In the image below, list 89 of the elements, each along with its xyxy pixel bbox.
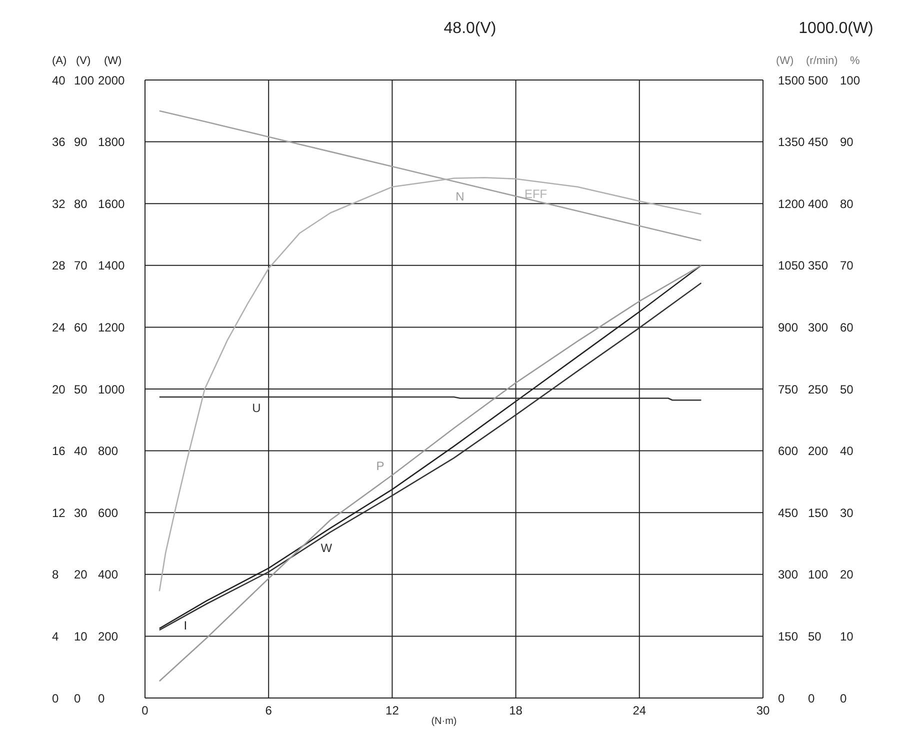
x-tick-label: 18 [509,704,523,718]
y-tick-label: 750 [778,382,798,396]
y-tick-label: 1200 [98,320,126,334]
x-tick-label: 24 [632,704,646,718]
y3-tick-label: 40 [52,73,66,88]
y3-tick-label: 32 [52,196,66,211]
y3-tick-label: 50 [840,382,854,396]
series-label: P [376,459,384,474]
y-tick-label: 600 [778,444,798,458]
y2-tick-label: 0 [74,691,81,706]
y2-tick-label: 250 [808,382,828,396]
y3-tick-label: 24 [52,320,66,334]
y2-tick-label: 0 [808,691,815,706]
y3-tick-label: 100 [840,73,860,88]
y-axis-title: (W) [104,55,122,67]
y2-tick-label: 70 [74,258,88,273]
y3-tick-label: 80 [840,196,854,211]
y-tick-label: 900 [778,320,798,334]
y3-axis-title: (A) [52,55,67,67]
y2-tick-label: 150 [808,506,828,520]
text: 48.0(V) [444,20,496,38]
y3-tick-label: 28 [52,258,66,273]
y3-tick-label: 20 [840,568,854,582]
y-tick-label: 1600 [98,196,126,211]
series-label: U [252,401,261,416]
y3-tick-label: 8 [52,568,59,582]
y3-tick-label: 60 [840,320,854,334]
y-tick-label: 1000 [98,382,126,396]
y2-tick-label: 500 [808,73,828,88]
x-tick-label: 30 [756,704,770,718]
y2-tick-label: 50 [74,382,88,396]
y2-tick-label: 300 [808,320,828,334]
series-label: W [320,541,333,556]
y2-tick-label: 20 [74,568,88,582]
line-series [158,110,702,242]
y2-tick-label: 30 [74,506,88,520]
y2-tick-label: 90 [74,135,88,150]
y3-tick-label: 40 [840,444,854,458]
y2-tick-label: 450 [808,135,828,150]
y3-axis-title: % [850,55,860,67]
y-tick-label: 600 [98,506,118,520]
y2-axis-title: (V) [76,55,91,67]
y3-tick-label: 0 [840,691,847,706]
y-axis-title: (W) [776,55,794,67]
y-tick-label: 150 [778,629,798,644]
y-tick-label: 2000 [98,73,126,88]
y2-tick-label: 100 [808,568,828,582]
y-tick-label: 800 [98,444,118,458]
y3-tick-label: 20 [52,382,66,396]
y3-tick-label: 30 [840,506,854,520]
text: 1000.0(W) [798,20,874,38]
y-tick-label: 0 [98,691,105,706]
y-tick-label: 1800 [98,135,126,150]
x-tick-label: 12 [386,704,400,718]
y3-tick-label: 0 [52,691,59,706]
x-tick-label: 6 [265,704,272,718]
y2-tick-label: 50 [808,629,822,644]
y2-tick-label: 400 [808,196,828,211]
y2-axis-title: (r/min) [806,55,838,67]
y-tick-label: 1500 [778,73,806,88]
series-label: N [456,189,464,204]
y3-tick-label: 16 [52,444,66,458]
y2-tick-label: 10 [74,629,88,644]
line-series [158,176,702,592]
y-tick-label: 0 [778,691,785,706]
y3-tick-label: 12 [52,506,66,520]
x-axis-title: (N·m) [431,716,457,727]
y3-tick-label: 4 [52,629,59,644]
y-tick-label: 300 [778,568,798,582]
x-tick-label: 0 [142,704,149,718]
y2-tick-label: 350 [808,258,828,273]
y3-tick-label: 36 [52,135,66,150]
y2-tick-label: 40 [74,444,88,458]
series-label: I [184,618,188,632]
y2-tick-label: 80 [74,196,88,211]
y3-tick-label: 10 [840,629,854,644]
y-tick-label: 1400 [98,258,126,273]
y3-tick-label: 90 [840,135,854,150]
y-tick-label: 1350 [778,135,806,150]
y2-tick-label: 200 [808,444,828,458]
series-label: EFF [524,186,548,201]
y3-tick-label: 70 [840,258,854,273]
y-tick-label: 1050 [778,258,806,273]
y-tick-label: 200 [98,629,118,644]
y2-tick-label: 100 [74,73,94,88]
y-tick-label: 1200 [778,196,806,211]
y-tick-label: 450 [778,506,798,520]
y2-tick-label: 60 [74,320,88,334]
y-tick-label: 400 [98,568,118,582]
